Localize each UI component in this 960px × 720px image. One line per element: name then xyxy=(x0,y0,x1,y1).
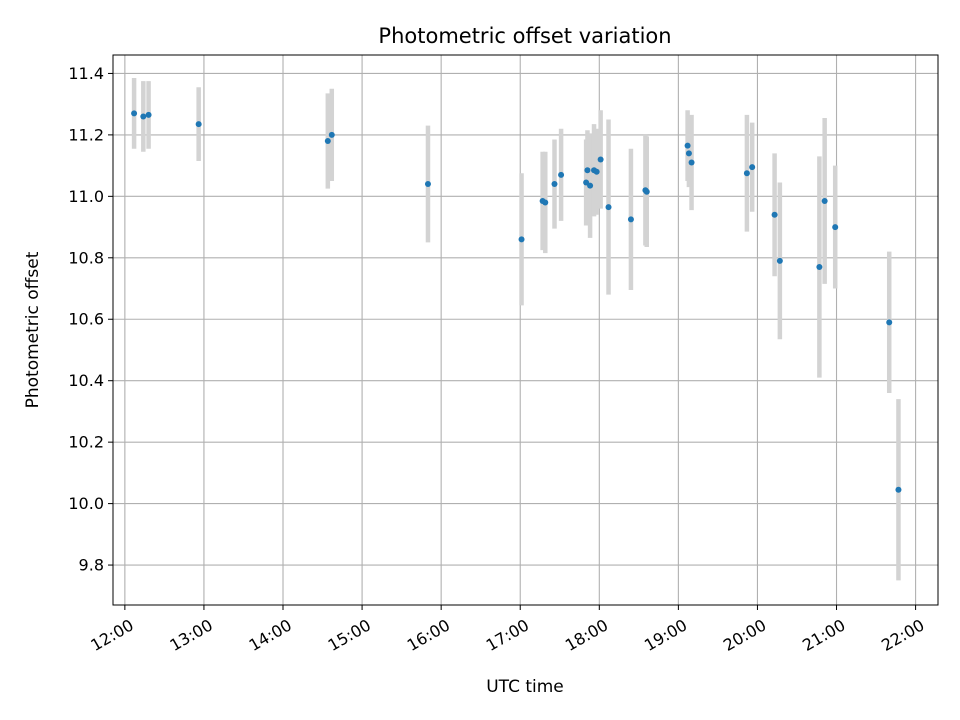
x-axis-label: UTC time xyxy=(486,677,564,697)
y-tick-label: 10.8 xyxy=(68,248,104,267)
x-axis-ticks: 12:00 13:00 14:00 15:00 16:00 17:00 18:00 19:00… xyxy=(87,605,928,655)
x-tick-label: 19:00 xyxy=(641,615,690,655)
error-bars xyxy=(131,78,901,581)
data-point xyxy=(593,168,600,175)
x-tick-label: 12:00 xyxy=(87,615,136,655)
y-tick-label: 10.0 xyxy=(68,494,104,513)
data-point xyxy=(643,188,650,195)
data-point xyxy=(895,486,902,493)
y-tick-label: 9.8 xyxy=(79,556,104,575)
x-tick-label: 22:00 xyxy=(878,615,927,655)
data-point xyxy=(627,216,634,223)
data-point xyxy=(558,171,565,178)
grid-lines xyxy=(113,55,938,605)
y-tick-label: 11.4 xyxy=(68,64,104,83)
x-tick-label: 15:00 xyxy=(325,615,374,655)
data-point xyxy=(587,182,594,189)
data-point xyxy=(749,164,756,171)
data-point xyxy=(684,142,691,149)
x-tick-label: 17:00 xyxy=(483,615,532,655)
y-tick-label: 10.6 xyxy=(68,310,104,329)
data-point xyxy=(131,110,138,117)
data-point xyxy=(685,150,692,157)
y-tick-label: 11.2 xyxy=(68,125,104,144)
data-point xyxy=(821,197,828,204)
data-point xyxy=(743,170,750,177)
plot-area-frame xyxy=(112,54,939,606)
x-tick-label: 16:00 xyxy=(404,615,453,655)
data-point xyxy=(140,113,147,120)
data-point xyxy=(145,111,152,118)
y-tick-label: 10.2 xyxy=(68,433,104,452)
y-axis-ticks: 9.8 10.0 10.2 10.4 10.6 10.8 11.0 11.2 11.4 xyxy=(68,64,113,575)
data-point xyxy=(195,121,202,128)
data-point xyxy=(551,181,558,188)
data-point xyxy=(542,199,549,206)
data-point xyxy=(776,257,783,264)
data-point xyxy=(771,211,778,218)
data-point xyxy=(324,138,331,145)
x-tick-label: 21:00 xyxy=(799,615,848,655)
data-point xyxy=(424,181,431,188)
chart-title: Photometric offset variation xyxy=(378,24,671,48)
data-point xyxy=(518,236,525,243)
x-tick-label: 18:00 xyxy=(562,615,611,655)
x-tick-label: 14:00 xyxy=(246,615,295,655)
y-tick-label: 11.0 xyxy=(68,187,104,206)
data-point xyxy=(886,319,893,326)
y-tick-label: 10.4 xyxy=(68,371,104,390)
data-point xyxy=(597,156,604,163)
x-tick-label: 20:00 xyxy=(720,615,769,655)
data-points xyxy=(131,110,902,493)
data-point xyxy=(328,131,335,138)
data-point xyxy=(816,264,823,271)
data-point xyxy=(584,167,591,174)
data-point xyxy=(688,159,695,166)
data-point xyxy=(832,224,839,231)
y-axis-label: Photometric offset xyxy=(23,251,43,408)
x-tick-label: 13:00 xyxy=(167,615,216,655)
data-point xyxy=(605,204,612,211)
